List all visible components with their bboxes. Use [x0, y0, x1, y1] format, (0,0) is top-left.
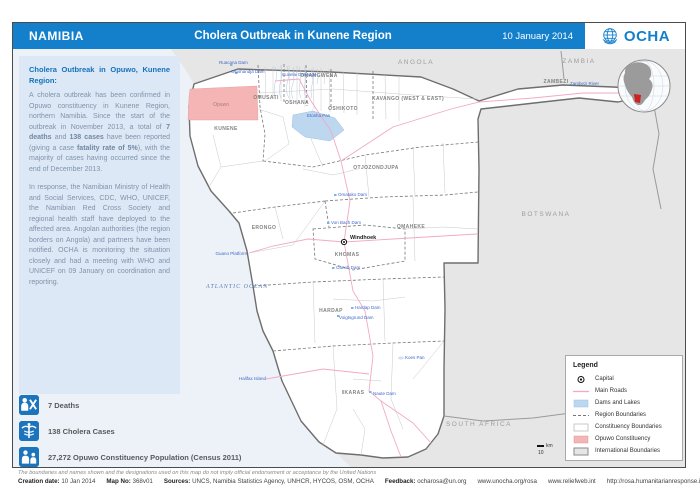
feedback-email[interactable]: Feedback: ocharosa@un.org	[384, 478, 467, 485]
country-label-botswana: BOTSWANA	[522, 211, 571, 218]
water-label-zambezi-river: Zambezi River	[570, 81, 600, 86]
header-date: 10 January 2014	[502, 30, 573, 42]
water-label-vonbach: Von Bach Dam	[331, 220, 361, 225]
water-label-oanob: Oanob Dam	[336, 265, 361, 270]
info-paragraph-2: In response, the Namibian Ministry of He…	[29, 184, 170, 286]
scale-value: 10	[538, 449, 544, 456]
opuwo-label: Opuwo	[213, 102, 229, 108]
ocha-wordmark: OCHA	[623, 27, 671, 45]
water-label-koes: Koes Pan	[405, 355, 425, 360]
legend-item-international-boundaries: International Boundaries	[573, 445, 675, 457]
link-unocha[interactable]: www.unocha.org/rosa	[477, 478, 537, 485]
stat-population: 27,272 Opuwo Constituency Population (Ce…	[19, 447, 241, 467]
region-label-kunene: KUNENE	[214, 126, 238, 132]
region-label-khomas: KHOMAS	[335, 252, 360, 258]
main-roads	[248, 78, 647, 458]
region-label-hardap: HARDAP	[319, 308, 343, 314]
header-country: NAMIBIA	[29, 29, 84, 43]
stat-cholera-label: 138 Cholera Cases	[48, 426, 115, 436]
region-label-karas: ǁKARAS	[342, 390, 365, 396]
region-label-zambezi: ZAMBEZI	[543, 79, 568, 85]
stat-cholera-cases: 138 Cholera Cases	[19, 421, 115, 441]
legend: Legend Capital Main Roads Dams and Lakes	[565, 355, 683, 461]
region-boundaries-swatch-icon	[573, 414, 589, 416]
header-bar: NAMIBIA Cholera Outbreak in Kunene Regio…	[13, 23, 685, 49]
map-number: Map No: 368v01	[106, 478, 153, 485]
water-label-cuvelai: Cuvelai Drainage	[282, 72, 317, 77]
constituency-boundaries-swatch-icon	[573, 423, 589, 431]
dams-lakes-swatch-icon	[573, 399, 589, 407]
legend-item-capital: Capital	[573, 373, 675, 385]
main-roads-swatch-icon	[573, 390, 589, 392]
footer-meta: Creation date: 10 Jan 2014 Map No: 368v0…	[18, 478, 700, 485]
link-reliefweb[interactable]: www.reliefweb.int	[547, 478, 596, 485]
legend-title: Legend	[573, 362, 598, 369]
water-label-etosha: Etosha Pan	[307, 113, 331, 118]
capital-swatch-icon	[577, 375, 585, 383]
stat-deaths: 7 Deaths	[19, 395, 79, 415]
region-label-kavango: KAVANGO (WEST & EAST)	[372, 96, 444, 102]
country-label-angola: ANGOLA	[398, 59, 434, 66]
region-label-erongo: ERONGO	[252, 225, 277, 231]
un-emblem-icon	[602, 28, 618, 45]
ocha-logo: OCHA	[585, 23, 685, 49]
region-label-ohangwena: OHANGWENA	[300, 73, 338, 79]
ocean-label: ATLANTIC OCEAN	[205, 284, 268, 290]
region-label-omaheke: OMAHEKE	[397, 224, 426, 230]
water-label-voigtsgrund: Voigtsgrund Dam	[339, 315, 374, 320]
water-label-naute: Naute Dam	[373, 391, 396, 396]
stat-population-label: 27,272 Opuwo Constituency Population (Ce…	[48, 452, 242, 462]
namibia-highlight	[634, 94, 641, 103]
international-boundaries-swatch-icon	[573, 447, 589, 455]
capital-label: Windhoek	[350, 235, 377, 241]
water-label-halifax: Halifax Island	[239, 376, 267, 381]
water-label-guano: Guano Platform	[215, 251, 247, 256]
water-label-olushandja: Olushandja Dam	[231, 69, 265, 74]
africa-inset-globe	[617, 59, 671, 113]
scale-bar: km 10	[537, 443, 553, 456]
legend-item-region-boundaries: Region Boundaries	[573, 409, 675, 421]
region-label-oshana: OSHANA	[285, 100, 309, 106]
opuwo-constituency-swatch-icon	[573, 435, 589, 443]
page-title: Cholera Outbreak in Kunene Region	[194, 30, 392, 42]
country-label-south-africa: SOUTH AFRICA	[446, 421, 512, 428]
sources: Sources: UNCS, Namibia Statistics Agency…	[163, 478, 374, 485]
cuvelai-drainage-lines	[273, 65, 325, 100]
country-label-zambia: ZAMBIA	[562, 58, 595, 65]
etosha-pan	[291, 110, 345, 142]
map-sheet: Opuwo	[12, 22, 686, 468]
creation-date: Creation date: 10 Jan 2014	[18, 478, 96, 485]
region-label-omusati: OMUSATI	[253, 95, 279, 101]
link-humanitarianresponse[interactable]: http://rosa.humanitarianresponse.info	[606, 478, 700, 485]
scale-bar-line	[537, 444, 544, 447]
region-label-oshikoto: OSHIKOTO	[328, 106, 358, 112]
water-label-ruacana: Ruacana Dam	[219, 60, 248, 65]
legend-item-opuwo-constituency: Opuwo Constituency	[573, 433, 675, 445]
deaths-icon	[19, 395, 39, 415]
water-label-hardap-dam: Hardap Dam	[355, 305, 381, 310]
info-heading: Cholera Outbreak in Opuwo, Kunene Region…	[29, 65, 170, 85]
cholera-cases-icon	[19, 421, 39, 441]
info-panel: Cholera Outbreak in Opuwo, Kunene Region…	[19, 56, 180, 394]
opuwo-constituency	[187, 85, 259, 121]
legend-item-dams-lakes: Dams and Lakes	[573, 397, 675, 409]
info-paragraph-1: A cholera outbreak has been confirmed in…	[29, 92, 170, 173]
stat-deaths-label: 7 Deaths	[48, 400, 80, 410]
region-boundaries	[232, 64, 479, 352]
region-label-otjozondjupa: OTJOZONDJUPA	[353, 165, 399, 171]
population-icon	[19, 447, 39, 467]
water-label-omatako: Omatako Dam	[338, 192, 367, 197]
legend-item-constituency-boundaries: Constituency Boundaries	[573, 421, 675, 433]
capital-marker	[340, 238, 348, 246]
legend-item-main-roads: Main Roads	[573, 385, 675, 397]
footer-disclaimer: The boundaries and names shown and the d…	[18, 470, 377, 476]
